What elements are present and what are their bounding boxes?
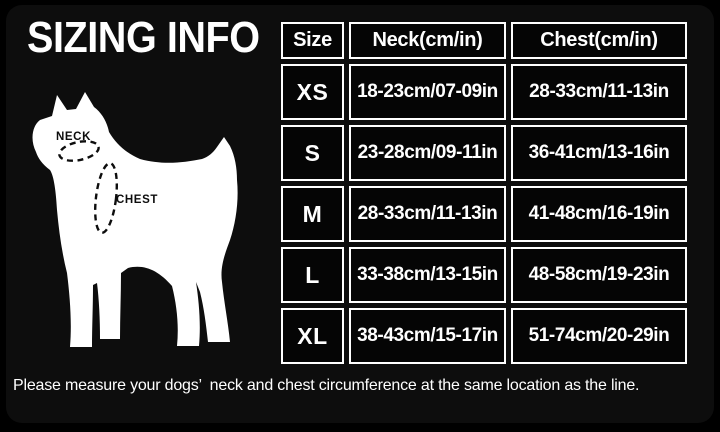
chest-measure-line (93, 162, 119, 234)
page-title: SIZING INFO (27, 13, 260, 62)
table-cell-chest-xs: 28-33cm/11-13in (511, 64, 687, 120)
size-table: Size Neck(cm/in) Chest(cm/in) XS 18-23cm… (281, 22, 687, 364)
table-cell-size-l: L (281, 247, 344, 303)
dog-measurement-diagram: NECK CHEST (32, 92, 238, 347)
table-cell-size-s: S (281, 125, 344, 181)
measurement-note: Please measure your dogs’ neck and chest… (13, 377, 640, 394)
dog-silhouette (32, 92, 238, 347)
chest-label: CHEST (116, 194, 158, 206)
table-cell-chest-l: 48-58cm/19-23in (511, 247, 687, 303)
table-cell-neck-xs: 18-23cm/07-09in (349, 64, 506, 120)
neck-measure-line (58, 140, 100, 162)
table-cell-size-m: M (281, 186, 344, 242)
table-cell-neck-l: 33-38cm/13-15in (349, 247, 506, 303)
table-cell-chest-m: 41-48cm/16-19in (511, 186, 687, 242)
column-header-chest: Chest(cm/in) (511, 22, 687, 59)
column-header-neck: Neck(cm/in) (349, 22, 506, 59)
table-cell-neck-m: 28-33cm/11-13in (349, 186, 506, 242)
table-cell-size-xs: XS (281, 64, 344, 120)
neck-label: NECK (56, 131, 91, 143)
table-cell-neck-xl: 38-43cm/15-17in (349, 308, 506, 364)
table-cell-size-xl: XL (281, 308, 344, 364)
table-cell-chest-s: 36-41cm/13-16in (511, 125, 687, 181)
table-cell-neck-s: 23-28cm/09-11in (349, 125, 506, 181)
column-header-size: Size (281, 22, 344, 59)
table-cell-chest-xl: 51-74cm/20-29in (511, 308, 687, 364)
